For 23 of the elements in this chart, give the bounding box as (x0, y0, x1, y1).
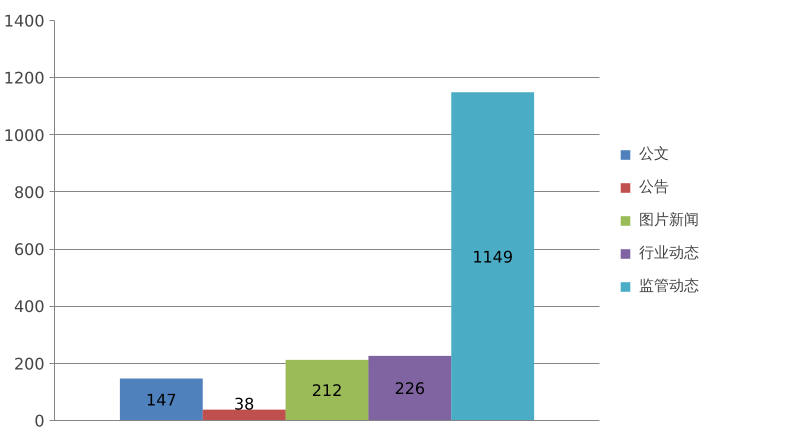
y-tick-label: 800 (14, 182, 45, 202)
y-tick-label: 1000 (4, 126, 44, 145)
legend-label: 图片新闻 (639, 210, 699, 230)
data-label: 147 (146, 390, 177, 410)
data-label: 38 (234, 394, 254, 414)
y-tick-label: 0 (34, 412, 45, 430)
legend-label: 监管动态 (639, 276, 699, 296)
y-tick-label: 1200 (4, 68, 44, 88)
legend-label: 公文 (639, 144, 669, 164)
y-tick-label: 600 (14, 240, 45, 260)
y-tick-label: 200 (14, 354, 45, 374)
y-tick-label: 400 (14, 297, 45, 316)
data-label: 212 (312, 381, 342, 400)
legend-label: 公告 (639, 178, 669, 196)
y-tick-label: 1400 (4, 12, 44, 30)
bar (451, 92, 534, 420)
legend-label: 行业动态 (639, 244, 699, 262)
bar (368, 356, 452, 420)
data-label: 1149 (472, 247, 514, 266)
bar (286, 360, 368, 420)
bar (120, 378, 203, 420)
data-label: 226 (394, 379, 426, 398)
bar (202, 410, 286, 420)
